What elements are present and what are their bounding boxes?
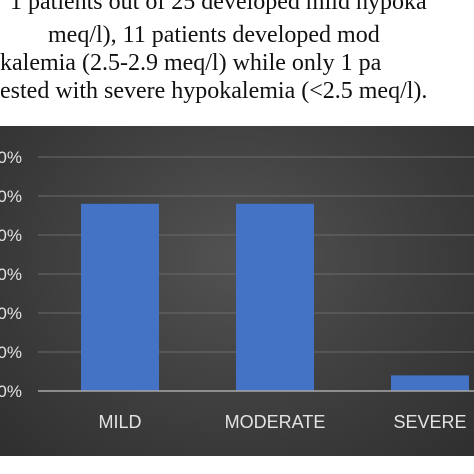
bar-chart: 0% 0% 0% 0% 0% 0% 0% MILD MODERATE SEVERE <box>0 148 474 432</box>
y-tick-label: 0% <box>0 304 22 323</box>
chart-panel: 0% 0% 0% 0% 0% 0% 0% MILD MODERATE SEVERE <box>0 126 474 456</box>
y-tick-label: 0% <box>0 187 22 206</box>
y-tick-label: 0% <box>0 382 22 401</box>
x-category-label: SEVERE <box>393 412 466 432</box>
axes: 0% 0% 0% 0% 0% 0% 0% MILD MODERATE SEVERE <box>0 148 474 432</box>
y-tick-label: 0% <box>0 226 22 245</box>
paragraph-line-3: kalemia (2.5-2.9 meq/l) while only 1 pa <box>0 50 382 76</box>
x-category-label: MILD <box>98 412 141 432</box>
paragraph-line-2: meq/l), 11 patients developed mod <box>48 22 380 48</box>
bar-mild <box>81 203 159 391</box>
bar-severe <box>391 375 469 391</box>
y-tick-label: 0% <box>0 265 22 284</box>
paragraph-line-1: 1 patients out of 25 developed mild hypo… <box>10 0 427 15</box>
y-tick-label: 0% <box>0 343 22 362</box>
paragraph-line-4: ested with severe hypokalemia (<2.5 meq/… <box>0 78 428 104</box>
bar-moderate <box>236 203 314 391</box>
x-category-label: MODERATE <box>225 412 326 432</box>
y-tick-label: 0% <box>0 148 22 167</box>
paragraph-text: 1 patients out of 25 developed mild hypo… <box>0 0 474 126</box>
bars <box>81 203 469 391</box>
